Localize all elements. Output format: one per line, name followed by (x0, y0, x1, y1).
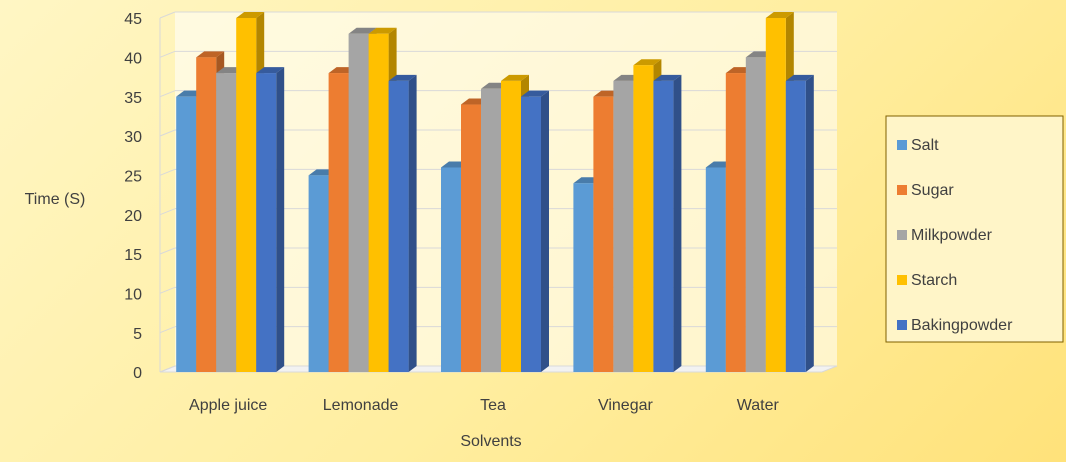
bar-top (368, 27, 397, 34)
y-tick-label: 25 (124, 169, 142, 186)
bar (613, 80, 634, 372)
bar-side (805, 74, 814, 372)
bar (521, 96, 541, 373)
legend-box (885, 115, 1064, 343)
legend-swatch (897, 230, 907, 240)
y-tick-label: 35 (124, 90, 142, 107)
legend-label: Starch (911, 272, 957, 289)
bar-side (408, 74, 417, 372)
bar (196, 57, 217, 372)
bar (501, 80, 521, 372)
bar-top (521, 90, 549, 97)
y-tick-label: 40 (124, 51, 142, 68)
bar (785, 80, 806, 372)
legend-label: Sugar (911, 182, 954, 199)
bar (348, 33, 369, 372)
bar-top (256, 67, 285, 74)
bar-side (541, 90, 549, 373)
y-axis-label: Time (S) (25, 191, 86, 208)
bar (441, 167, 461, 372)
bar (216, 73, 237, 373)
grid-line-side (159, 168, 176, 176)
bar (388, 80, 409, 372)
bar (328, 73, 349, 373)
bar (725, 73, 746, 373)
bar (481, 88, 501, 373)
x-tick-label: Lemonade (323, 397, 399, 414)
bar (745, 57, 766, 372)
y-tick-label: 5 (133, 326, 142, 343)
bar-top (236, 12, 265, 18)
bar (705, 167, 726, 372)
bar (653, 80, 674, 372)
legend-swatch (897, 320, 907, 330)
bar-top (653, 74, 682, 81)
bar (461, 104, 481, 373)
grid-line-side (159, 90, 176, 98)
bar (368, 33, 389, 372)
y-tick-label: 20 (124, 208, 142, 225)
y-tick-label: 45 (124, 11, 142, 28)
y-tick-label: 15 (124, 247, 142, 264)
bar (176, 96, 197, 373)
bar-top (501, 74, 529, 81)
bar-top (633, 59, 662, 66)
grid-line-side (159, 208, 176, 216)
grid-line-side (159, 247, 176, 255)
bar-top (196, 51, 225, 58)
grid-line-side (159, 326, 176, 334)
bar (308, 175, 329, 372)
y-tick-label: 30 (124, 129, 142, 146)
bar (765, 18, 786, 372)
bar-side (673, 74, 682, 372)
legend-swatch (897, 140, 907, 150)
bar (593, 96, 614, 373)
x-tick-label: Vinegar (598, 397, 654, 414)
grid-line-side (159, 11, 176, 19)
grid-line-side (159, 129, 176, 137)
bar-top (785, 74, 814, 81)
legend-label: Milkpowder (911, 227, 993, 244)
bar-side (276, 67, 285, 373)
x-tick-label: Tea (480, 397, 506, 414)
x-tick-label: Apple juice (189, 397, 267, 414)
bar (256, 73, 277, 373)
grid-line-side (159, 286, 176, 294)
y-tick-label: 10 (124, 287, 142, 304)
bar (573, 183, 594, 372)
legend-label: Salt (911, 137, 939, 154)
legend-label: Bakingpowder (911, 317, 1013, 334)
bar (633, 65, 654, 372)
y-tick-label: 0 (133, 365, 142, 382)
bar-top (348, 27, 377, 34)
grid-line-side (159, 50, 176, 58)
bar-top (765, 12, 794, 18)
x-axis-label: Solvents (460, 433, 521, 450)
grid-line-side (159, 365, 176, 373)
bar (236, 18, 257, 372)
legend-swatch (897, 185, 907, 195)
legend-swatch (897, 275, 907, 285)
bar-top (388, 74, 417, 81)
x-tick-label: Water (737, 397, 780, 414)
